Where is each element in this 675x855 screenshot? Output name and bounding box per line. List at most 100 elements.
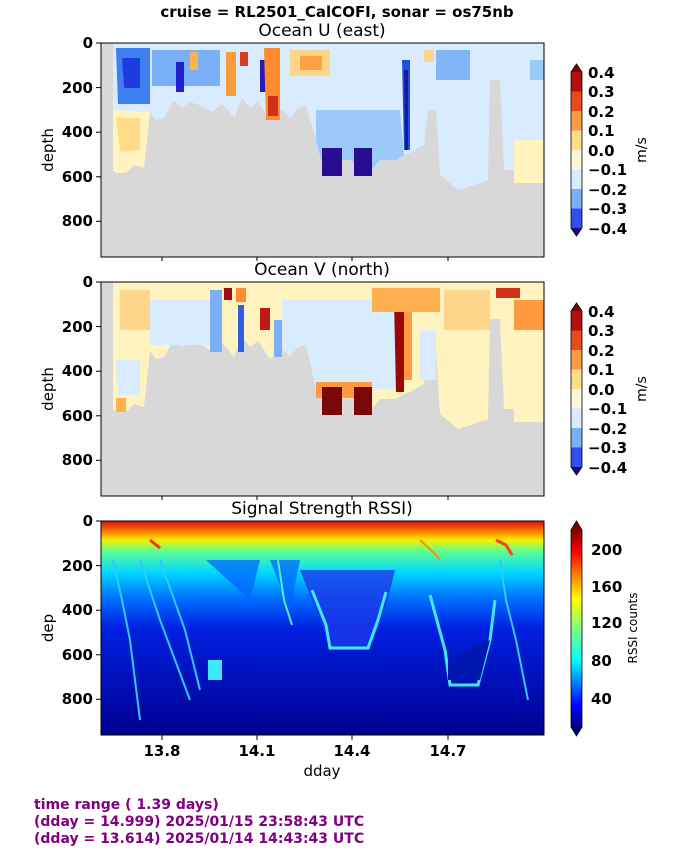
panel-ocean-v: Ocean V (north) <box>39 260 650 500</box>
panel-rssi-deep-patch <box>448 640 490 680</box>
panel-rssi: Signal Strength RSSI) 0 200 <box>39 499 640 780</box>
panel-v-darkred-right <box>354 387 372 415</box>
panel-u-cbar-tick-2: 0.3 <box>588 83 615 101</box>
panel-v-patch-lightblue-4 <box>420 330 436 380</box>
panel-u-cbar-tick-3: 0.2 <box>588 103 615 121</box>
panel-v-patch-darkred-1 <box>224 288 232 300</box>
panel-v-cbar-tick-1: 0.4 <box>588 303 615 321</box>
panel-u-navy-right <box>354 148 372 176</box>
panel-v-cbar-tick-6: −0.1 <box>588 400 627 418</box>
panel-v-cbar-seg-4 <box>571 369 582 389</box>
panel-v-cbar-seg-6 <box>571 408 582 428</box>
panel-u-ytick-0: 0 <box>83 34 93 52</box>
panel-u-patch-blue-4 <box>436 50 470 80</box>
panel-u-y-ticks: 0 200 400 600 800 <box>62 34 101 230</box>
panel-v-cbar-tick-8: −0.3 <box>588 439 627 457</box>
panel-u-cbar-tick-1: 0.4 <box>588 64 615 82</box>
panel-rssi-field <box>101 521 544 735</box>
panel-v-patch-orange-sw <box>116 398 126 412</box>
panel-v-cbar-outline <box>570 302 583 476</box>
panel-v-frame <box>100 281 545 497</box>
panel-u-patch-red-2 <box>268 96 278 116</box>
panel-u-patch-yellow-3 <box>424 50 434 62</box>
x-axis-label: dday <box>303 762 340 780</box>
panel-u-cbar-seg-7 <box>571 189 582 209</box>
panel-v-patch-blue-streak <box>238 305 244 352</box>
panel-v-ytick-800: 800 <box>62 451 93 469</box>
panel-rssi-ytick-400: 400 <box>62 601 93 619</box>
panel-v-cbar-seg-2 <box>571 330 582 350</box>
panel-u-cbar-seg-5 <box>571 150 582 170</box>
panel-u-cbar-tick-6: −0.1 <box>588 161 627 179</box>
panel-u-cbar-seg-6 <box>571 169 582 189</box>
figure-suptitle: cruise = RL2501_CalCOFI, sonar = os75nb <box>160 3 514 21</box>
panel-rssi-colorbar: 200 160 120 80 40 RSSI counts <box>570 520 640 737</box>
panel-rssi-ytick-800: 800 <box>62 690 93 708</box>
panel-v-patch-red-2 <box>496 288 520 298</box>
panel-rssi-patch-mid-1 <box>206 560 300 610</box>
panel-rssi-cbar-tick-80: 80 <box>591 652 612 670</box>
panel-u-patch-darkblue-west <box>122 58 140 88</box>
panel-v-ylabel: depth <box>39 367 57 411</box>
panel-v-cbar-tick-2: 0.3 <box>588 322 615 340</box>
panel-u-ytick-600: 600 <box>62 168 93 186</box>
panel-u-ytick-400: 400 <box>62 123 93 141</box>
panel-v-cbar-tick-9: −0.4 <box>588 459 627 477</box>
xtick-14-4: 14.4 <box>333 742 370 760</box>
panel-rssi-title: Signal Strength RSSI) <box>231 499 413 519</box>
panel-v-patch-lightblue-3 <box>282 300 400 390</box>
panel-u-patch-yellow <box>116 118 140 152</box>
panel-v-patch-lightblue-2 <box>116 360 140 395</box>
panel-u-cbar-tick-8: −0.3 <box>588 200 627 218</box>
panel-v-patch-yellow-2 <box>444 290 490 330</box>
panel-u-cbar-tick-7: −0.2 <box>588 181 627 199</box>
panel-v-patch-yellow-1 <box>120 290 150 330</box>
panel-u-ytick-800: 800 <box>62 212 93 230</box>
panel-rssi-cbar-tick-120: 120 <box>591 614 622 632</box>
panel-rssi-streak-1 <box>112 559 141 721</box>
panel-u-cbar-label: m/s <box>634 137 650 163</box>
panel-u-cbar-seg-8 <box>571 208 582 228</box>
panel-u-cbar-seg-1 <box>571 72 582 92</box>
panel-rssi-ylabel: dep <box>39 614 57 642</box>
panel-rssi-streak-3 <box>159 559 201 691</box>
panel-u-cbar-tick-9: −0.4 <box>588 220 627 238</box>
panel-rssi-y-ticks: 0 200 400 600 800 <box>62 512 101 708</box>
panel-v-patch-red-1 <box>260 308 270 330</box>
footer-line-3: (dday = 13.614) 2025/01/14 14:43:43 UTC <box>34 831 365 847</box>
panel-u-patch-darkblue-2 <box>176 62 184 92</box>
panel-rssi-x-ticks: 13.8 14.1 14.4 14.7 <box>143 735 467 760</box>
panel-u-field <box>101 43 544 257</box>
footer-line-1: time range ( 1.39 days) <box>34 797 219 813</box>
panel-v-patch-orange-east <box>514 300 544 330</box>
panel-rssi-background <box>101 521 544 735</box>
panel-rssi-cbar-tick-40: 40 <box>591 690 612 708</box>
panel-ocean-u: Ocean U (east) <box>39 21 650 261</box>
panel-v-cbar-tick-4: 0.1 <box>588 361 615 379</box>
panel-rssi-streak-4 <box>277 559 293 626</box>
panel-rssi-bottom-echo-2 <box>428 594 497 687</box>
panel-u-patch-blue-2 <box>152 50 220 86</box>
panel-rssi-patch-cyan <box>208 660 222 680</box>
panel-u-cbar-outline <box>570 63 583 237</box>
panel-v-cbar-tick-7: −0.2 <box>588 420 627 438</box>
panel-rssi-bottom-echo-1 <box>310 589 388 650</box>
panel-v-ytick-0: 0 <box>83 273 93 291</box>
panel-v-ytick-600: 600 <box>62 407 93 425</box>
panel-rssi-patch-orange <box>419 539 441 561</box>
panel-v-cbar-seg-8 <box>571 447 582 467</box>
panel-u-patch-orange-4 <box>300 56 322 70</box>
panel-v-cbar-seg-1 <box>571 311 582 331</box>
xtick-14-1: 14.1 <box>238 742 275 760</box>
panel-u-ytick-200: 200 <box>62 79 93 97</box>
panel-rssi-ytick-200: 200 <box>62 557 93 575</box>
panel-rssi-cbar-extend-bottom <box>571 727 582 736</box>
panel-u-cbar-tick-4: 0.1 <box>588 122 615 140</box>
panel-rssi-streak-2 <box>139 559 191 701</box>
panel-v-cbar-tick-5: 0.0 <box>588 381 615 399</box>
panel-u-patch-orange-2 <box>226 52 236 96</box>
panel-u-cbar-seg-3 <box>571 111 582 131</box>
panel-rssi-patch-mid-2 <box>300 570 395 650</box>
panel-v-y-ticks: 0 200 400 600 800 <box>62 273 101 469</box>
